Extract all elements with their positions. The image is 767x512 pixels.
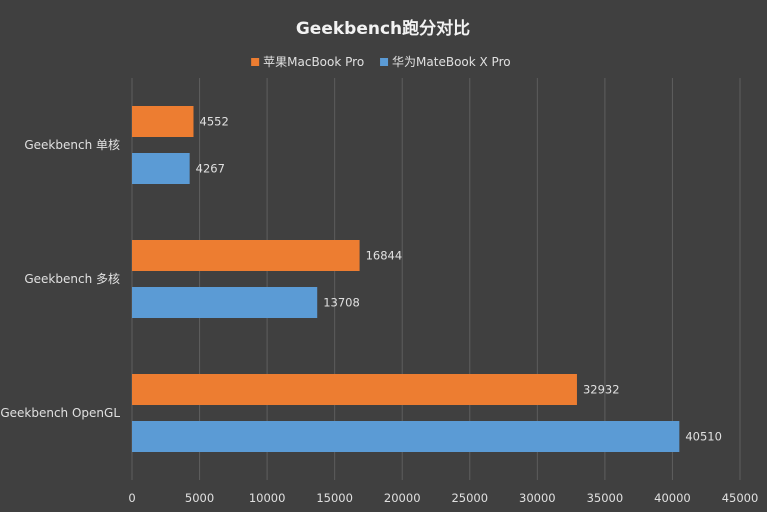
bar-value-label: 40510 [685,430,722,444]
legend-item: 华为MateBook X Pro [380,55,511,69]
y-axis: Geekbench 单核 Geekbench 多核 Geekbench OpenGL [0,138,120,420]
legend-label: 苹果MacBook Pro [263,55,364,69]
bar [132,374,577,405]
bar-value-label: 13708 [323,296,360,310]
x-tick-label: 10000 [249,491,286,505]
category-label: Geekbench OpenGL [0,406,120,420]
data-labels: 4552 4267 16844 13708 32932 40510 [196,115,722,444]
x-tick-label: 40000 [654,491,691,505]
bar [132,421,680,452]
chart-title: Geekbench跑分对比 [296,18,470,39]
x-tick-label: 45000 [722,491,759,505]
bar [132,240,360,271]
legend-swatch [251,58,260,66]
legend-swatch [380,58,389,66]
x-axis: 0 5000 10000 15000 20000 25000 30000 35000 40000… [128,491,758,505]
x-tick-label: 30000 [519,491,556,505]
x-tick-label: 15000 [316,491,353,505]
category-label: Geekbench 多核 [24,272,120,286]
legend: 苹果MacBook Pro 华为MateBook X Pro [251,55,511,69]
bar-value-label: 4267 [196,162,225,176]
gridlines [131,78,741,480]
bar [132,106,194,137]
category-label: Geekbench 单核 [24,138,120,152]
bar [132,287,318,318]
bar-value-label: 16844 [366,249,403,263]
x-tick-label: 5000 [185,491,214,505]
legend-label: 华为MateBook X Pro [392,55,511,69]
legend-item: 苹果MacBook Pro [251,55,364,69]
bar [132,153,190,184]
x-tick-label: 25000 [451,491,488,505]
x-tick-label: 20000 [384,491,421,505]
x-tick-label: 0 [128,491,135,505]
bars [132,106,680,452]
x-tick-label: 35000 [587,491,624,505]
bar-value-label: 32932 [583,383,620,397]
bar-value-label: 4552 [200,115,229,129]
